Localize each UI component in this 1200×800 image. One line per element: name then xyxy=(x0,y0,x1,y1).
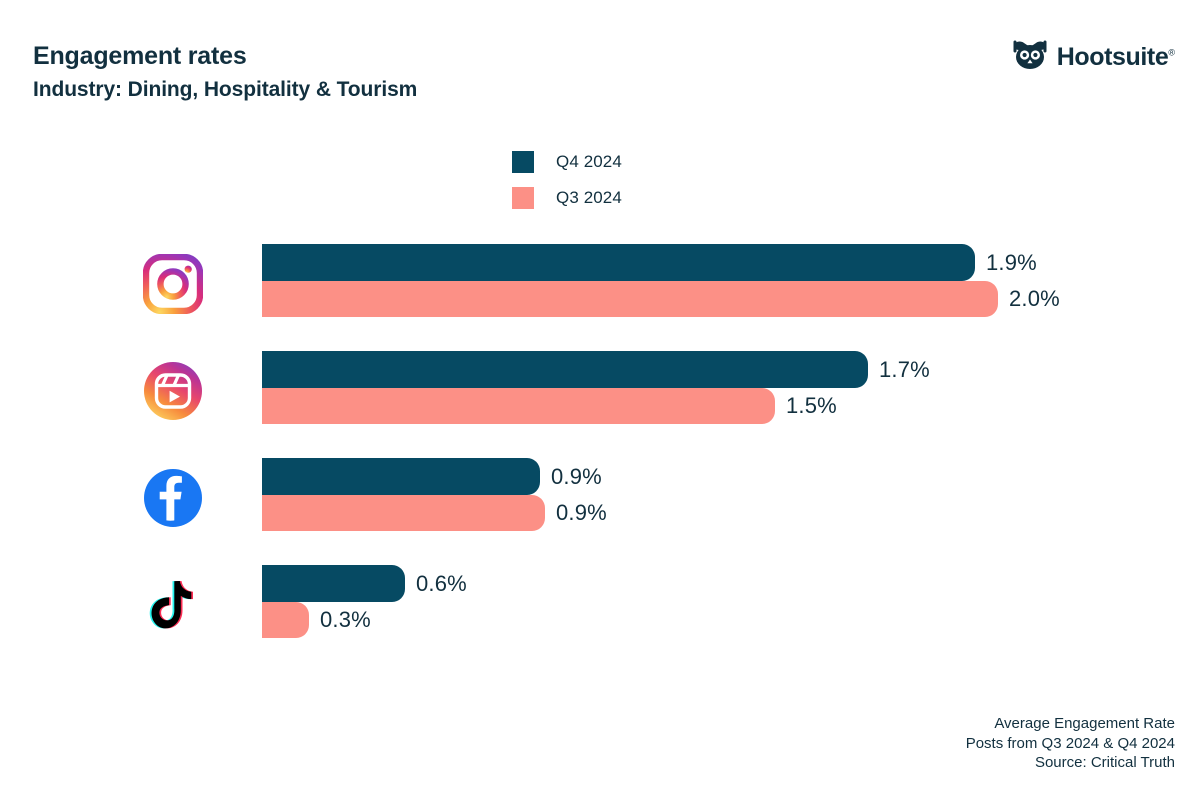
bar-value-facebook-q4: 0.9% xyxy=(551,463,602,489)
bar-value-instagram-reels-q3: 1.5% xyxy=(786,393,837,418)
brand-name: Hootsuite® xyxy=(1057,45,1175,70)
bar-value-instagram-reels-q4: 1.7% xyxy=(879,356,930,382)
instagram-reels-icon xyxy=(143,361,203,421)
bar-instagram-reels-q4 xyxy=(262,351,868,388)
bar-line-instagram-q3: 2.0% xyxy=(262,281,1200,317)
legend-label-q4: Q4 2024 xyxy=(556,152,622,171)
chart-legend: Q4 2024 Q3 2024 xyxy=(512,148,622,220)
bar-instagram-reels-q3 xyxy=(262,388,775,424)
bar-tiktok-q4 xyxy=(262,565,405,602)
instagram-icon xyxy=(142,253,204,315)
bars-tiktok: 0.6% 0.3% xyxy=(262,565,1200,638)
brand-name-text: Hootsuite xyxy=(1056,43,1169,71)
header: Engagement rates Industry: Dining, Hospi… xyxy=(33,40,793,103)
hootsuite-logo: Hootsuite® xyxy=(1012,40,1175,75)
bars-instagram: 1.9% 2.0% xyxy=(262,244,1200,317)
bar-line-instagram-reels-q3: 1.5% xyxy=(262,388,1200,424)
bar-tiktok-q3 xyxy=(262,602,309,638)
page-title: Engagement rates xyxy=(33,42,247,70)
footnote-line-3: Source: Critical Truth xyxy=(1034,753,1175,771)
bar-value-tiktok-q3: 0.3% xyxy=(320,607,371,632)
bar-value-instagram-q4: 1.9% xyxy=(986,249,1037,275)
chart-row-instagram: 1.9% 2.0% xyxy=(0,232,1200,339)
legend-item-q3: Q3 2024 xyxy=(512,184,622,212)
bar-line-tiktok-q4: 0.6% xyxy=(262,565,1200,602)
bar-line-instagram-reels-q4: 1.7% xyxy=(262,351,1200,388)
bar-line-tiktok-q3: 0.3% xyxy=(262,602,1200,638)
chart-row-tiktok: 0.6% 0.3% xyxy=(0,553,1200,660)
bar-instagram-q3 xyxy=(262,281,998,317)
footnote-line-2: Posts from Q3 2024 & Q4 2024 xyxy=(965,734,1175,752)
bar-line-facebook-q4: 0.9% xyxy=(262,458,1200,495)
bar-facebook-q4 xyxy=(262,458,540,495)
bar-value-facebook-q3: 0.9% xyxy=(556,500,607,525)
owl-icon xyxy=(1012,40,1048,75)
bar-line-facebook-q3: 0.9% xyxy=(262,495,1200,531)
bar-instagram-q4 xyxy=(262,244,975,281)
bar-chart: 1.9% 2.0% xyxy=(0,232,1200,660)
bar-facebook-q3 xyxy=(262,495,545,531)
bars-facebook: 0.9% 0.9% xyxy=(262,458,1200,531)
bar-value-tiktok-q4: 0.6% xyxy=(416,570,467,596)
footnote-line-1: Average Engagement Rate xyxy=(994,715,1175,733)
legend-item-q4: Q4 2024 xyxy=(512,148,622,176)
bar-line-instagram-q4: 1.9% xyxy=(262,244,1200,281)
chart-footnote: Average Engagement Rate Posts from Q3 20… xyxy=(966,714,1175,772)
bar-value-instagram-q3: 2.0% xyxy=(1009,286,1060,311)
tiktok-icon xyxy=(143,575,203,635)
chart-row-facebook: 0.9% 0.9% xyxy=(0,446,1200,553)
legend-label-q3: Q3 2024 xyxy=(556,188,622,207)
legend-swatch-q3-icon xyxy=(512,187,534,209)
bars-instagram-reels: 1.7% 1.5% xyxy=(262,351,1200,424)
legend-swatch-q4-icon xyxy=(512,151,534,173)
facebook-icon xyxy=(143,468,203,528)
chart-row-instagram-reels: 1.7% 1.5% xyxy=(0,339,1200,446)
page-subtitle: Industry: Dining, Hospitality & Tourism xyxy=(33,78,418,101)
registered-mark: ® xyxy=(1168,47,1175,58)
